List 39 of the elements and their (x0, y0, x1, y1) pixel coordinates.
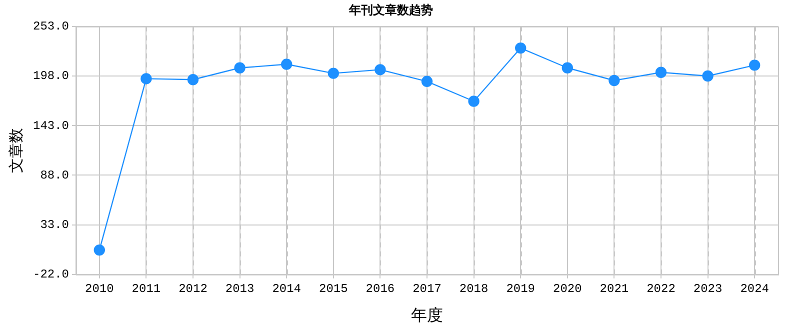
x-tick-label: 2015 (318, 282, 348, 296)
point (281, 58, 292, 70)
point (562, 62, 573, 74)
y-tick-label: 198.0 (32, 69, 70, 84)
chart-title: 年刊文章数趋势 (348, 3, 433, 18)
y-axis-title: 文章数 (8, 128, 26, 173)
x-tick-label: 2011 (132, 282, 161, 296)
y-tick-label: 33.0 (40, 218, 70, 232)
point (234, 62, 246, 74)
x-tick-label: 2010 (85, 282, 114, 296)
x-tick-label: 2017 (412, 282, 442, 296)
y-tick-label: 253.0 (32, 20, 70, 34)
y-tick-label: -22.0 (32, 268, 70, 282)
x-tick-label: 2021 (600, 282, 629, 296)
point (749, 60, 760, 71)
x-tick-label: 2024 (740, 282, 770, 296)
point (468, 96, 480, 107)
point (187, 74, 199, 86)
x-tick-label: 2014 (272, 282, 302, 296)
y-tick-label: 143.0 (32, 118, 70, 133)
point (608, 74, 620, 86)
point (374, 64, 386, 76)
x-axis-title: 年度 (411, 306, 444, 326)
x-tick-label: 2018 (459, 282, 488, 296)
y-tick-label: 88.0 (40, 168, 70, 182)
point (515, 42, 526, 54)
x-tick-label: 2016 (366, 282, 395, 296)
point (702, 70, 714, 82)
x-tick-label: 2019 (506, 282, 536, 296)
point (94, 244, 106, 256)
point (328, 68, 340, 79)
x-tick-label: 2022 (646, 282, 676, 296)
point (421, 76, 433, 88)
point (140, 73, 152, 84)
x-tick-label: 2012 (178, 282, 208, 296)
x-tick-label: 2023 (693, 282, 722, 296)
point (655, 66, 667, 78)
x-tick-label: 2020 (552, 282, 582, 296)
x-tick-label: 2013 (225, 282, 254, 296)
